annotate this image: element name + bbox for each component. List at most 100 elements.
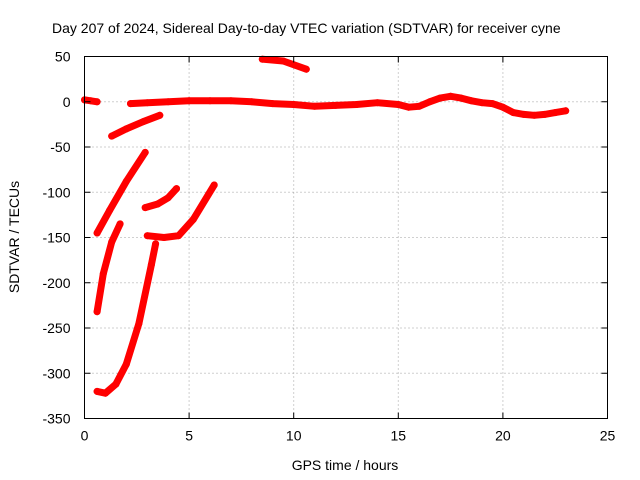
- data-point: [143, 99, 151, 107]
- data-point: [447, 92, 455, 100]
- data-point: [112, 380, 120, 388]
- data-point: [141, 204, 149, 212]
- data-point: [156, 111, 164, 119]
- x-tick-label: 20: [495, 428, 511, 444]
- data-point: [509, 109, 517, 117]
- y-tick-label: -350: [42, 411, 70, 427]
- data-point: [468, 97, 475, 105]
- x-tick-label: 25: [600, 428, 616, 444]
- data-point: [394, 101, 402, 108]
- data-point: [93, 229, 101, 237]
- data-point: [227, 97, 235, 105]
- data-point: [164, 98, 172, 106]
- series-arc-main: [127, 92, 570, 119]
- data-point: [353, 101, 360, 108]
- data-point: [457, 94, 465, 102]
- x-tick-labels: 0 5 10 15 20 25: [81, 428, 616, 444]
- data-point: [248, 98, 256, 106]
- y-tick-label: -200: [42, 275, 70, 291]
- series-arc-f: [93, 240, 160, 397]
- data-point: [189, 215, 197, 223]
- series-arc-c: [141, 185, 180, 212]
- data-point: [122, 125, 130, 133]
- series-line: [143, 181, 218, 241]
- grid: [84, 56, 608, 419]
- series-line: [93, 220, 124, 316]
- data-point: [152, 240, 160, 248]
- data-point: [93, 387, 101, 395]
- data-point: [143, 232, 151, 240]
- data-point: [135, 320, 143, 327]
- data-point: [154, 200, 162, 208]
- y-tick-label: 0: [63, 94, 71, 110]
- data-point: [141, 148, 149, 156]
- data-point: [175, 232, 183, 240]
- data-point: [520, 110, 528, 118]
- data-point: [279, 57, 287, 65]
- x-tick-label: 15: [391, 428, 407, 444]
- data-point: [93, 98, 101, 106]
- data-point: [160, 234, 168, 241]
- y-axis-label: SDTVAR / TECUs: [6, 181, 22, 293]
- data-point: [210, 181, 218, 189]
- series-arc-e: [143, 181, 218, 241]
- chart-title: Day 207 of 2024, Sidereal Day-to-day VTE…: [52, 20, 561, 36]
- x-tick-label: 10: [286, 428, 302, 444]
- data-series: [81, 55, 570, 397]
- data-point: [116, 220, 124, 228]
- y-tick-label: -50: [50, 139, 70, 155]
- data-point: [311, 102, 319, 110]
- data-point: [139, 118, 147, 126]
- data-point: [206, 97, 214, 105]
- data-point: [436, 94, 444, 102]
- data-point: [127, 100, 134, 108]
- y-tick-label: -150: [42, 230, 70, 246]
- data-point: [269, 100, 277, 108]
- data-point: [302, 65, 310, 73]
- data-point: [106, 206, 114, 214]
- data-point: [122, 177, 130, 185]
- series-line: [93, 148, 149, 237]
- y-tick-labels: 50 0 -50 -100 -150 -200 -250 -300 -350: [42, 49, 70, 427]
- series-line: [141, 185, 180, 212]
- x-tick-label: 0: [81, 428, 89, 444]
- data-point: [426, 98, 434, 106]
- series-line: [108, 111, 164, 140]
- data-point: [258, 55, 266, 63]
- data-point: [405, 103, 413, 111]
- data-point: [164, 194, 172, 202]
- data-point: [108, 132, 116, 140]
- data-point: [562, 107, 570, 115]
- data-point: [530, 111, 538, 119]
- data-point: [87, 97, 95, 105]
- data-point: [551, 109, 559, 117]
- x-tick-label: 5: [185, 428, 193, 444]
- data-point: [290, 101, 298, 108]
- data-point: [499, 103, 507, 111]
- data-point: [108, 238, 116, 246]
- data-point: [541, 110, 549, 118]
- y-tick-label: -300: [42, 365, 70, 381]
- series-arc-d: [93, 220, 124, 316]
- data-point: [93, 308, 101, 316]
- y-tick-label: -100: [42, 184, 70, 200]
- data-point: [488, 100, 496, 108]
- data-point: [122, 360, 130, 368]
- series-arc-start: [81, 96, 101, 106]
- data-point: [147, 261, 155, 269]
- y-tick-label: -250: [42, 320, 70, 336]
- data-point: [173, 185, 180, 193]
- series-arc-top: [258, 55, 310, 73]
- x-axis-label: GPS time / hours: [292, 457, 399, 473]
- series-arc-b: [93, 148, 149, 237]
- data-point: [101, 389, 109, 397]
- data-point: [185, 97, 193, 105]
- series-arc-a: [108, 111, 164, 140]
- data-point: [99, 270, 107, 278]
- y-tick-label: 50: [55, 49, 71, 65]
- axis-ticks: [84, 56, 608, 419]
- data-point: [332, 101, 339, 109]
- data-point: [373, 99, 381, 107]
- data-point: [415, 102, 423, 110]
